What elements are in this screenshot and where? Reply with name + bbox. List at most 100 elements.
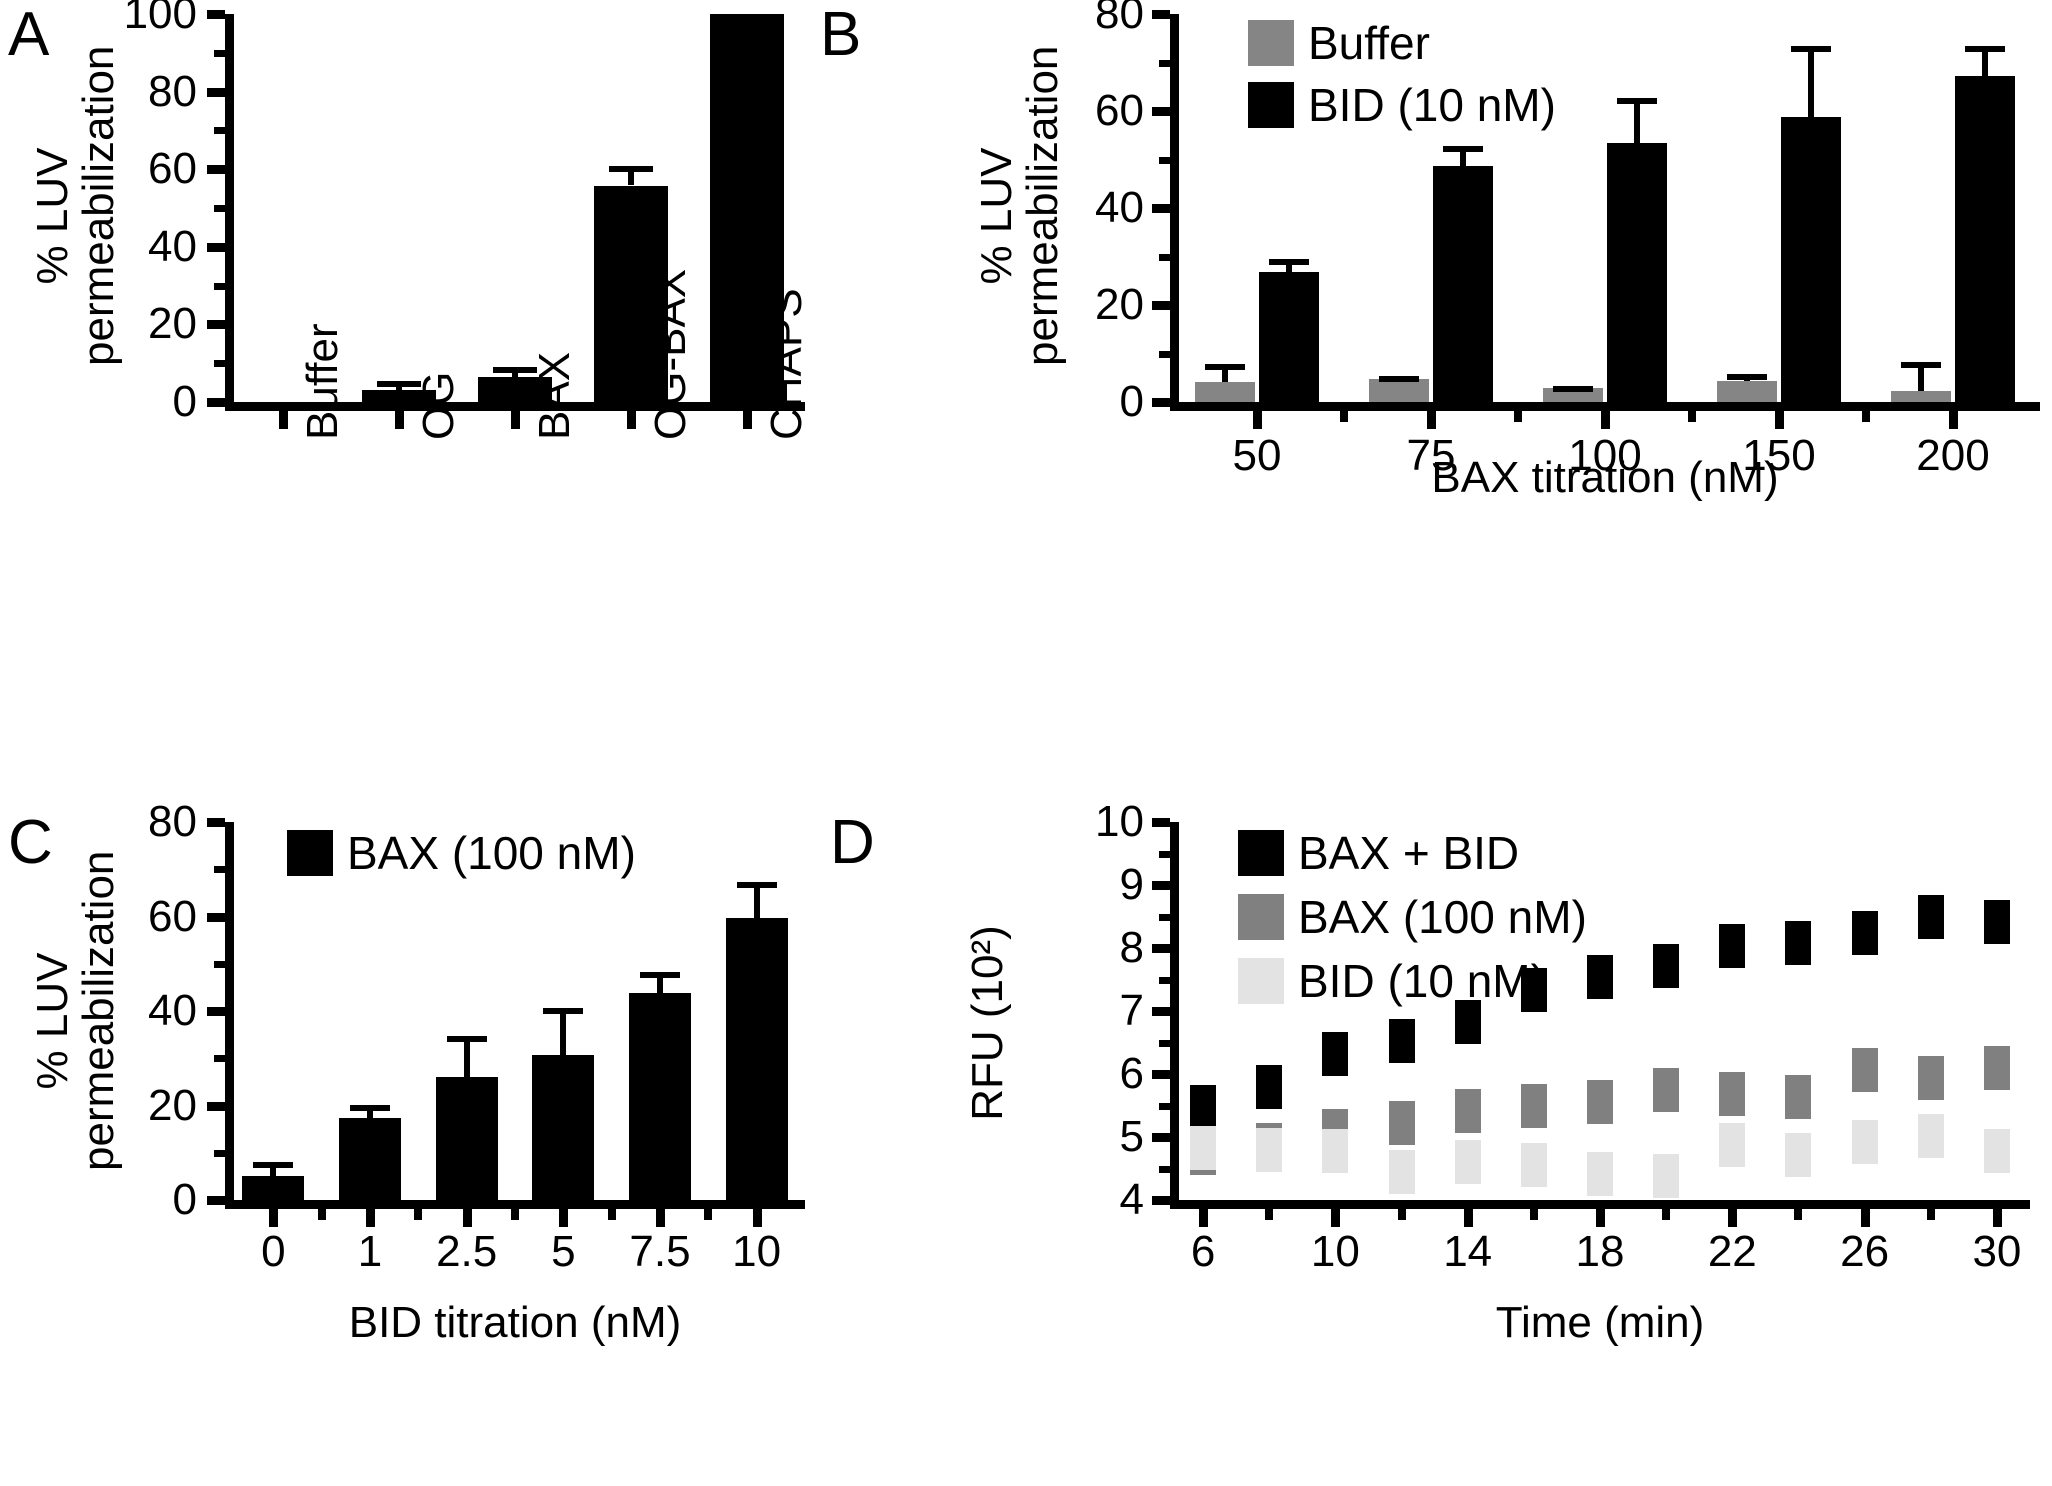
bar bbox=[1195, 381, 1255, 402]
panel-c-y-minor-tick bbox=[214, 866, 225, 874]
panel-d-x-tick-label: 10 bbox=[1310, 1227, 1360, 1276]
panel-b-x-tick-label: 75 bbox=[1406, 431, 1456, 480]
legend-item: BAX (100 nM) bbox=[1238, 894, 1587, 940]
panel-c: C % LUV permeabilization 0 20 40 60 80 0 1 2.5 5… bbox=[0, 790, 820, 1486]
bar bbox=[532, 1055, 595, 1200]
legend-swatch bbox=[287, 830, 333, 876]
error-bar-line bbox=[657, 971, 663, 994]
legend-item: BID (10 nM) bbox=[1248, 82, 1556, 128]
panel-a-y-tick bbox=[207, 165, 225, 175]
data-point-marker bbox=[1322, 1031, 1349, 1076]
panel-d-x-minor-tick bbox=[1794, 1209, 1803, 1220]
error-bar bbox=[1269, 259, 1309, 273]
panel-a-x-tick bbox=[743, 411, 752, 429]
panel-d-x-tick-label: 18 bbox=[1575, 1227, 1625, 1276]
panel-c-x-tick bbox=[269, 1209, 279, 1227]
panel-c-y-tick bbox=[207, 818, 225, 827]
error-bar bbox=[736, 882, 777, 919]
data-point-marker bbox=[1520, 968, 1547, 1013]
panel-d-x-tick-label: 14 bbox=[1443, 1227, 1493, 1276]
panel-a-x-tick bbox=[627, 411, 636, 429]
panel-b-y-minor-tick bbox=[1159, 59, 1170, 67]
panel-b-y-axis-line bbox=[1170, 14, 1179, 402]
panel-a-y-tick-label: 80 bbox=[148, 66, 197, 116]
panel-c-y-minor-tick bbox=[214, 1055, 225, 1063]
panel-a-plot-area: 0 20 40 60 80 100 Buffer OG BAX OG-BAX CHAPS bbox=[124, 0, 811, 440]
panel-d-y-tick bbox=[1152, 881, 1170, 890]
panel-c-x-tick bbox=[366, 1209, 375, 1227]
legend-swatch bbox=[1248, 20, 1294, 66]
data-point-marker bbox=[1785, 1132, 1812, 1177]
panel-c-x-tick-label: 0 bbox=[261, 1227, 286, 1276]
panel-a-x-tick bbox=[395, 411, 404, 429]
legend-item: Buffer bbox=[1248, 20, 1430, 66]
bar bbox=[362, 389, 436, 402]
bar bbox=[629, 993, 691, 1200]
bar bbox=[339, 1118, 401, 1200]
legend-label: Buffer bbox=[1308, 17, 1430, 69]
panel-d-x-minor-tick bbox=[1926, 1209, 1935, 1220]
panel-c-y-minor-tick bbox=[214, 1149, 225, 1157]
bar bbox=[1433, 166, 1493, 402]
panel-b-y-tick bbox=[1152, 107, 1170, 116]
data-point-marker bbox=[1785, 920, 1812, 965]
panel-b-x-minor-tick bbox=[1862, 411, 1870, 422]
error-bar-cap bbox=[736, 882, 777, 888]
panel-c-x-tick-label: 10 bbox=[732, 1227, 782, 1276]
panel-d-y-axis-line bbox=[1170, 822, 1179, 1200]
data-point-marker bbox=[1653, 943, 1680, 988]
panel-b-y-minor-tick bbox=[1159, 350, 1170, 358]
panel-d-y-tick bbox=[1152, 944, 1170, 953]
data-point-marker bbox=[1454, 1000, 1481, 1045]
legend-item: BID (10 nM) bbox=[1238, 958, 1546, 1004]
data-point-marker bbox=[1719, 1122, 1746, 1167]
panel-a-y-minor-tick bbox=[214, 49, 225, 57]
error-bar-line bbox=[1634, 97, 1640, 143]
panel-b-label: B bbox=[820, 0, 862, 69]
data-point-marker bbox=[1983, 1128, 2010, 1173]
error-bar-cap bbox=[1791, 46, 1831, 53]
error-bar-line bbox=[367, 1105, 373, 1119]
error-bar-cap bbox=[1269, 259, 1309, 266]
panel-a-y-tick-label: 60 bbox=[148, 144, 197, 194]
legend-label: BAX (100 nM) bbox=[347, 827, 636, 879]
error-bar bbox=[377, 381, 421, 390]
panel-a-x-tick bbox=[511, 411, 520, 429]
panel-a-y-tick-label: 0 bbox=[172, 377, 197, 426]
data-point-marker bbox=[1388, 1101, 1415, 1146]
panel-c-label: C bbox=[8, 808, 53, 877]
panel-b-x-tick-label: 150 bbox=[1742, 431, 1816, 480]
panel-c-x-tick-label: 2.5 bbox=[436, 1227, 498, 1276]
panel-d-y-tick-label: 5 bbox=[1119, 1112, 1144, 1161]
bar bbox=[594, 185, 668, 402]
panel-b-y-tick-label: 0 bbox=[1119, 377, 1144, 426]
panel-b-y-tick bbox=[1152, 301, 1170, 310]
panel-d-y-minor-tick bbox=[1159, 1102, 1170, 1110]
legend-swatch bbox=[1238, 830, 1284, 876]
bar bbox=[1891, 391, 1951, 402]
panel-b-x-axis-line bbox=[1170, 402, 2040, 411]
bar bbox=[435, 1077, 498, 1200]
panel-d-x-tick bbox=[1331, 1209, 1341, 1227]
panel-d-x-tick bbox=[1463, 1209, 1473, 1227]
legend-label: BID (10 nM) bbox=[1308, 79, 1556, 131]
panel-c-x-minor-tick bbox=[414, 1209, 423, 1220]
data-point-marker bbox=[1388, 1150, 1415, 1195]
error-bar bbox=[1379, 376, 1419, 383]
panel-a-y-tick bbox=[207, 10, 225, 19]
error-bar bbox=[446, 1035, 487, 1078]
panel-c-y-tick-label: 40 bbox=[148, 986, 197, 1035]
bar bbox=[1717, 381, 1777, 402]
error-bar-cap bbox=[543, 1008, 584, 1015]
panel-b: B % LUV permeabilization 0 20 40 60 80 50 75 10… bbox=[820, 0, 2052, 600]
panel-d-y-tick-label: 6 bbox=[1119, 1049, 1144, 1098]
panel-c-x-minor-tick bbox=[704, 1209, 713, 1220]
data-point-marker bbox=[1653, 1068, 1680, 1113]
panel-d-x-tick bbox=[1728, 1209, 1738, 1227]
panel-c-x-axis-title: BID titration (nM) bbox=[348, 1298, 682, 1347]
panel-c-x-axis-line bbox=[225, 1200, 805, 1209]
error-bar-cap bbox=[1379, 376, 1419, 383]
panel-d-y-minor-tick bbox=[1159, 1039, 1170, 1047]
error-bar bbox=[1901, 362, 1941, 392]
error-bar-cap bbox=[1901, 362, 1941, 369]
